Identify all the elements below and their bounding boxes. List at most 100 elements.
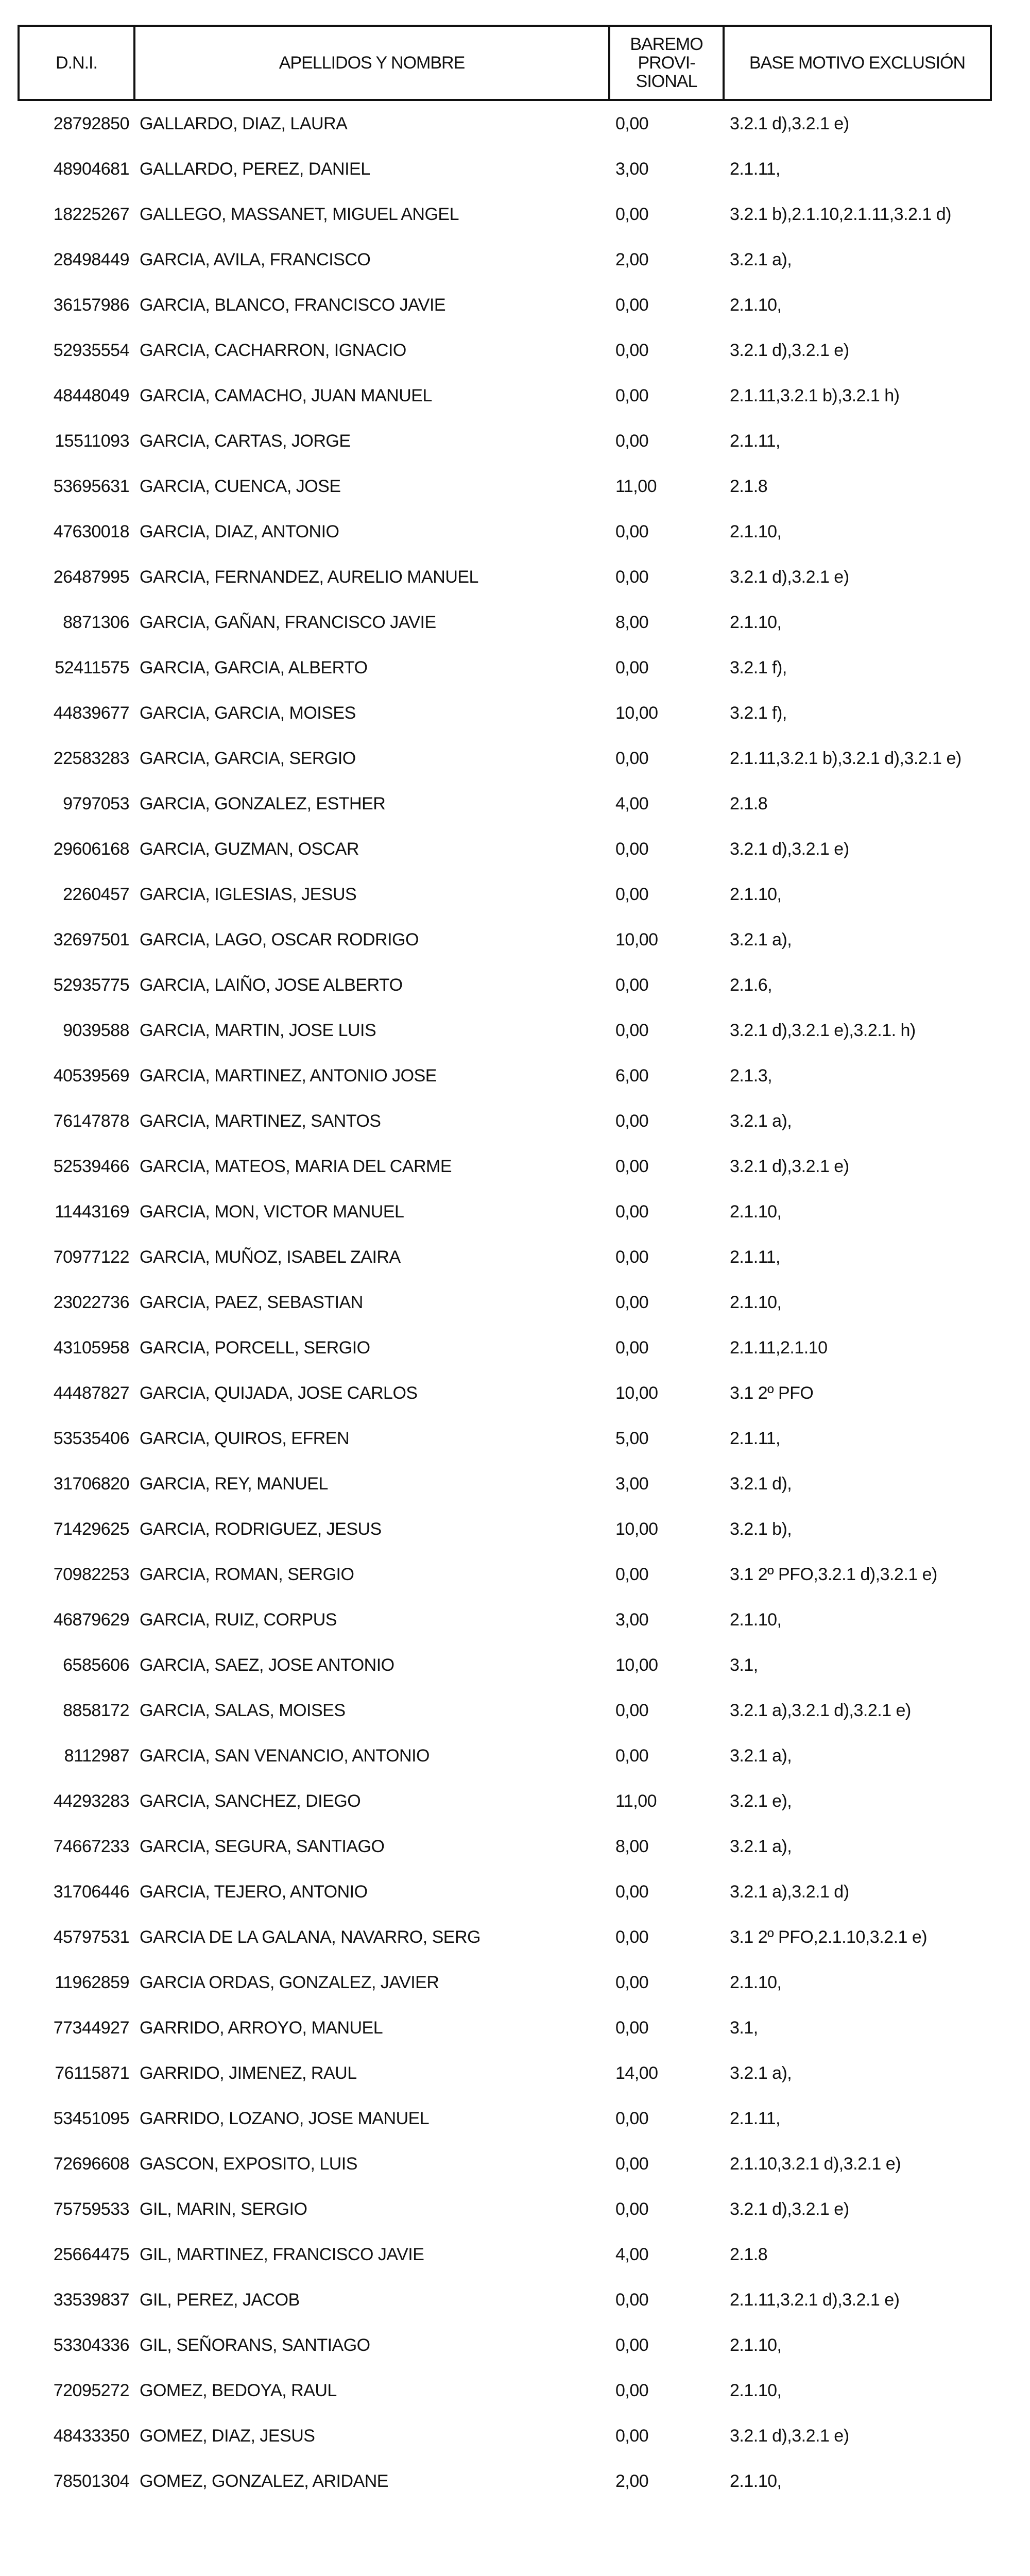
table-row: 28498449 GARCIA, AVILA, FRANCISCO 2,00 3.2.… xyxy=(19,237,991,282)
table-row: 32697501 GARCIA, LAGO, OSCAR RODRIGO 10,00… xyxy=(19,917,991,962)
table-row: 48904681 GALLARDO, PEREZ, DANIEL 3,00 2.1.1… xyxy=(19,146,991,192)
header-base: BASE MOTIVO EXCLUSIÓN xyxy=(723,25,992,101)
base-cell: 2.1.11, xyxy=(730,2109,780,2128)
table-row: 47630018 GARCIA, DIAZ, ANTONIO 0,00 2.1.10, xyxy=(19,509,991,554)
dni-cell: 31706446 xyxy=(53,1882,130,1902)
dni-cell: 52411575 xyxy=(55,658,129,677)
name-cell: GARCIA, RUIZ, CORPUS xyxy=(140,1610,337,1630)
table-row: 29606168 GARCIA, GUZMAN, OSCAR 0,00 3.2.1 d… xyxy=(19,826,991,872)
table-row: 26487995 GARCIA, FERNANDEZ, AURELIO MANUE… xyxy=(19,554,991,600)
table-row: 18225267 GALLEGO, MASSANET, MIGUEL ANGEL 0… xyxy=(19,192,991,237)
base-cell: 2.1.11, xyxy=(730,1429,780,1448)
table-row: 8112987 GARCIA, SAN VENANCIO, ANTONIO 0,00… xyxy=(19,1733,991,1778)
base-cell: 2.1.10, xyxy=(730,1293,782,1312)
name-cell: GARCIA, ROMAN, SERGIO xyxy=(140,1565,354,1584)
name-cell: GARCIA, CACHARRON, IGNACIO xyxy=(140,341,406,360)
dni-cell: 6585606 xyxy=(63,1655,129,1675)
table-row: 44839677 GARCIA, GARCIA, MOISES 10,00 3.2.1… xyxy=(19,690,991,736)
table-row: 52935554 GARCIA, CACHARRON, IGNACIO 0,00 3.… xyxy=(19,328,991,373)
dni-cell: 52935775 xyxy=(53,975,130,995)
base-cell: 2.1.11, xyxy=(730,431,780,451)
baremo-cell: 0,00 xyxy=(615,1202,649,1222)
dni-cell: 26487995 xyxy=(53,567,130,587)
dni-cell: 40539569 xyxy=(53,1066,130,1086)
table-row: 43105958 GARCIA, PORCELL, SERGIO 0,00 2.1.1… xyxy=(19,1325,991,1370)
table-row: 8871306 GARCIA, GAÑAN, FRANCISCO JAVIE 8,0… xyxy=(19,600,991,645)
dni-cell: 2260457 xyxy=(63,885,129,904)
base-cell: 3.2.1 a), xyxy=(730,930,792,950)
table-row: 53451095 GARRIDO, LOZANO, JOSE MANUEL 0,00… xyxy=(19,2096,991,2141)
dni-cell: 53451095 xyxy=(53,2109,130,2128)
name-cell: GARCIA, TEJERO, ANTONIO xyxy=(140,1882,368,1902)
base-cell: 3.1, xyxy=(730,1655,758,1675)
name-cell: GARCIA, LAIÑO, JOSE ALBERTO xyxy=(140,975,403,995)
base-cell: 3.2.1 a),3.2.1 d) xyxy=(730,1882,849,1902)
name-cell: GIL, MARTINEZ, FRANCISCO JAVIE xyxy=(140,2245,424,2264)
exclusion-list-document: D.N.I. APELLIDOS Y NOMBRE BAREMO PROVI- … xyxy=(18,0,992,2535)
exclusion-table: D.N.I. APELLIDOS Y NOMBRE BAREMO PROVI- … xyxy=(18,25,992,2504)
baremo-cell: 11,00 xyxy=(615,1791,657,1811)
base-cell: 2.1.10, xyxy=(730,1973,782,1992)
dni-cell: 48904681 xyxy=(53,159,130,179)
dni-cell: 44293283 xyxy=(53,1791,130,1811)
name-cell: GARCIA, SALAS, MOISES xyxy=(140,1701,346,1720)
base-cell: 2.1.8 xyxy=(730,477,768,496)
base-cell: 3.1 2º PFO xyxy=(730,1383,814,1403)
name-cell: GARCIA, SEGURA, SANTIAGO xyxy=(140,1837,385,1856)
base-cell: 2.1.11,2.1.10 xyxy=(730,1338,828,1358)
baremo-cell: 14,00 xyxy=(615,2063,658,2083)
baremo-cell: 3,00 xyxy=(615,1474,649,1494)
dni-cell: 78501304 xyxy=(53,2471,130,2491)
name-cell: GARCIA, IGLESIAS, JESUS xyxy=(140,885,357,904)
name-cell: GARCIA, GARCIA, ALBERTO xyxy=(140,658,368,677)
base-cell: 3.2.1 b), xyxy=(730,1519,792,1539)
name-cell: GOMEZ, DIAZ, JESUS xyxy=(140,2426,315,2446)
name-cell: GARCIA ORDAS, GONZALEZ, JAVIER xyxy=(140,1973,439,1992)
dni-cell: 77344927 xyxy=(53,2018,130,2038)
baremo-cell: 5,00 xyxy=(615,1429,649,1448)
table-row: 15511093 GARCIA, CARTAS, JORGE 0,00 2.1.11, xyxy=(19,418,991,464)
table-row: 53304336 GIL, SEÑORANS, SANTIAGO 0,00 2.1.1… xyxy=(19,2323,991,2368)
base-cell: 3.2.1 e), xyxy=(730,1791,792,1811)
table-row: 28792850 GALLARDO, DIAZ, LAURA 0,00 3.2.1 d… xyxy=(19,100,991,146)
table-row: 44293283 GARCIA, SANCHEZ, DIEGO 11,00 3.2.1… xyxy=(19,1778,991,1824)
table-row: 48433350 GOMEZ, DIAZ, JESUS 0,00 3.2.1 d),3… xyxy=(19,2413,991,2459)
table-row: 72696608 GASCON, EXPOSITO, LUIS 0,00 2.1.10… xyxy=(19,2141,991,2187)
dni-cell: 44487827 xyxy=(53,1383,130,1403)
dni-cell: 8858172 xyxy=(63,1701,129,1720)
name-cell: GARCIA, MUÑOZ, ISABEL ZAIRA xyxy=(140,1247,401,1267)
name-cell: GARCIA, MON, VICTOR MANUEL xyxy=(140,1202,404,1222)
base-cell: 3.1 2º PFO,2.1.10,3.2.1 e) xyxy=(730,1927,928,1947)
name-cell: GARCIA, SANCHEZ, DIEGO xyxy=(140,1791,361,1811)
baremo-cell: 0,00 xyxy=(615,522,649,541)
baremo-cell: 0,00 xyxy=(615,295,649,315)
base-cell: 3.2.1 a), xyxy=(730,1111,792,1131)
base-cell: 3.2.1 a), xyxy=(730,250,792,269)
base-cell: 3.2.1 d), xyxy=(730,1474,792,1494)
dni-cell: 31706820 xyxy=(53,1474,130,1494)
name-cell: GARCIA, CARTAS, JORGE xyxy=(140,431,351,451)
base-cell: 2.1.10, xyxy=(730,1202,782,1222)
table-row: 76115871 GARRIDO, JIMENEZ, RAUL 14,00 3.2.1… xyxy=(19,2050,991,2096)
dni-cell: 8112987 xyxy=(64,1746,130,1766)
dni-cell: 18225267 xyxy=(53,205,130,224)
baremo-cell: 0,00 xyxy=(615,1565,649,1584)
name-cell: GARCIA, FERNANDEZ, AURELIO MANUEL xyxy=(140,567,478,587)
baremo-cell: 11,00 xyxy=(615,477,657,496)
table-row: 46879629 GARCIA, RUIZ, CORPUS 3,00 2.1.10, xyxy=(19,1597,991,1642)
table-row: 52935775 GARCIA, LAIÑO, JOSE ALBERTO 0,00 2… xyxy=(19,962,991,1008)
dni-cell: 9039588 xyxy=(63,1021,129,1040)
dni-cell: 45797531 xyxy=(53,1927,130,1947)
base-cell: 2.1.10, xyxy=(730,1610,782,1630)
baremo-cell: 0,00 xyxy=(615,749,649,768)
dni-cell: 70977122 xyxy=(53,1247,130,1267)
base-cell: 2.1.8 xyxy=(730,2245,768,2264)
baremo-cell: 0,00 xyxy=(615,2426,649,2446)
baremo-cell: 3,00 xyxy=(615,159,649,179)
table-row: 70977122 GARCIA, MUÑOZ, ISABEL ZAIRA 0,00 2… xyxy=(19,1234,991,1280)
baremo-cell: 0,00 xyxy=(615,1247,649,1267)
dni-cell: 8871306 xyxy=(63,613,129,632)
baremo-cell: 0,00 xyxy=(615,2154,649,2174)
baremo-cell: 10,00 xyxy=(615,930,658,950)
name-cell: GARCIA DE LA GALANA, NAVARRO, SERG xyxy=(140,1927,480,1947)
